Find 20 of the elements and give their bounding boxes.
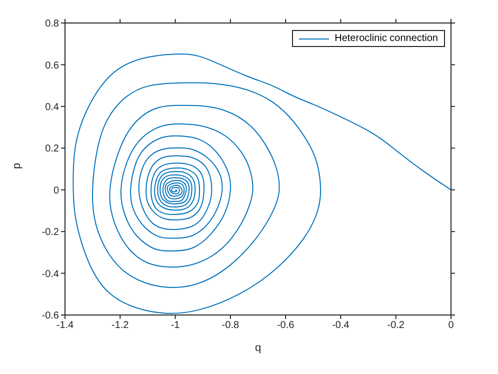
y-tick-label: 0.6 — [45, 60, 60, 72]
y-tick-label: 0.2 — [45, 144, 60, 155]
legend-label: Heteroclinic connection — [334, 33, 438, 44]
x-tick-label: -1 — [170, 320, 180, 332]
x-tick-label: -1.4 — [56, 320, 74, 332]
y-axis-title: p — [10, 162, 23, 169]
y-tick-label: 0.4 — [45, 102, 60, 113]
x-tick-label: -1.2 — [112, 320, 130, 332]
y-tick-label: -0.6 — [42, 310, 60, 322]
x-tick-label: -0.6 — [276, 320, 295, 332]
line-series — [72, 54, 451, 314]
x-tick-label: -0.4 — [332, 320, 350, 332]
x-tick-label: -0.8 — [222, 320, 240, 332]
y-tick-label: 0 — [53, 185, 60, 196]
y-tick-label: -0.2 — [42, 227, 60, 238]
x-tick-label: -0.2 — [387, 320, 405, 332]
y-tick-label: -0.4 — [42, 268, 60, 280]
y-tick-label: 0.8 — [45, 18, 60, 30]
x-tick-label: 0 — [448, 320, 454, 332]
x-axis-title: q — [254, 342, 262, 354]
